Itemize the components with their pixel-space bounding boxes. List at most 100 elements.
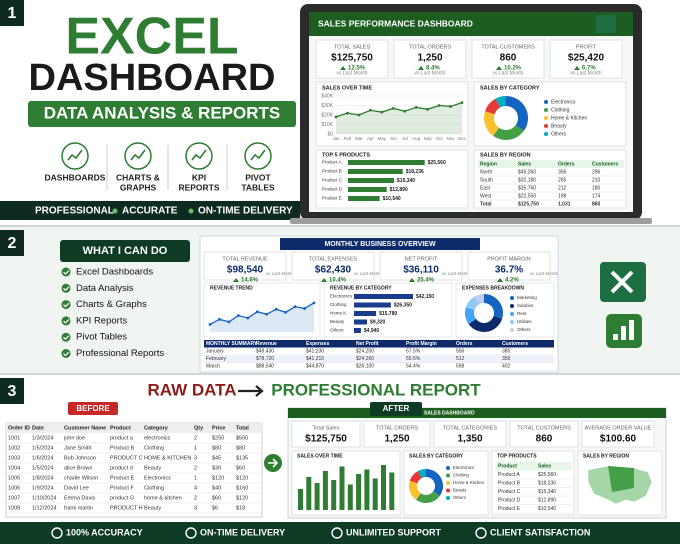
bar: [306, 477, 312, 510]
table-cell: $15,340: [538, 489, 556, 495]
up-arrow: [418, 66, 424, 70]
bar-category: Home K.: [330, 311, 348, 316]
table-header-cell: Profit Margin: [406, 341, 437, 347]
table-cell: $120: [212, 475, 224, 481]
panel-title: TOP PRODUCTS: [497, 453, 537, 459]
table-header-cell: Product: [110, 425, 131, 431]
table-cell: PRODUCT C: [110, 455, 143, 461]
kpi-value: $25,420: [568, 53, 605, 64]
bar: [354, 328, 361, 333]
table-cell: product G: [110, 495, 134, 501]
panel-title: EXPENSES BREAKDOWN: [462, 285, 524, 291]
table-cell: 265: [558, 177, 567, 183]
panel-title: SALES OVER TIME: [322, 85, 372, 91]
bar: [389, 472, 395, 510]
bar-value: $15,340: [397, 178, 415, 184]
kpi-label: TOTAL REVENUE: [222, 256, 267, 262]
table-cell: $120: [236, 495, 248, 501]
bar-value: $26,350: [394, 302, 412, 308]
badge-number: 1: [8, 5, 17, 22]
capability-item: KPI Reports: [76, 315, 127, 326]
panel-title: SALES OVER TIME: [297, 453, 343, 459]
kpi-label: TOTAL CATEGORIES: [443, 425, 498, 431]
kpi-value: 1,250: [384, 434, 409, 445]
table-cell: 1004: [8, 465, 20, 471]
title-raw: RAW DATA: [147, 380, 236, 399]
kpi-value: 860: [536, 434, 553, 445]
kpi-label: TOTAL ORDERS: [376, 425, 418, 431]
check-circle: [61, 349, 71, 358]
x-tick-label: Nov: [447, 136, 456, 141]
line: [335, 102, 463, 118]
table-cell: Product B: [498, 481, 521, 487]
legend-swatch: [510, 296, 514, 300]
legend-label: Clothing: [453, 473, 469, 478]
kpi-value: $62,430: [315, 265, 352, 276]
table-cell: 512: [456, 356, 465, 362]
footer-icon: [51, 527, 63, 539]
kpi-card: [291, 420, 361, 448]
table-cell: frank martin: [64, 505, 93, 511]
feature-icon: [244, 142, 272, 170]
up-arrow: [496, 66, 502, 70]
table-cell: North: [480, 169, 492, 175]
table-cell: HOME & KITCHEN: [144, 455, 191, 461]
kpi-note: vs Last Month: [336, 70, 367, 76]
table-header-cell: Sales: [518, 161, 531, 167]
table-cell: $22,550: [518, 193, 536, 199]
kpi-note: vs Last Month: [442, 271, 471, 276]
table-cell: 2: [194, 465, 197, 471]
table-cell: $41,230: [306, 349, 324, 355]
bar: [347, 484, 353, 510]
table-cell: electronics: [144, 435, 171, 441]
table-cell: home & kitchen: [144, 495, 182, 501]
table-header-cell: Orders: [558, 161, 575, 167]
kpi-change: 8.4%: [426, 66, 440, 72]
panel: [315, 81, 469, 147]
table-cell: 198: [558, 193, 567, 199]
legend-swatch: [544, 124, 548, 128]
table-cell: 402: [502, 364, 511, 370]
legend-swatch: [544, 100, 548, 104]
table-cell: 380: [502, 349, 511, 355]
y-tick-label: $40K: [321, 93, 333, 99]
table-cell: South: [480, 177, 493, 183]
feature-label: PIVOT: [245, 172, 271, 182]
table-cell: 4: [194, 485, 197, 491]
chart-logo-bar: [621, 326, 626, 340]
table-cell: 1007: [8, 495, 20, 501]
line: [209, 302, 315, 325]
legend-swatch: [510, 312, 514, 316]
table-cell: 1/5/2024: [32, 445, 53, 451]
table-header-cell: Customers: [592, 161, 618, 167]
legend-swatch: [510, 328, 514, 332]
kpi-card: [363, 420, 431, 448]
table-cell: $12,890: [538, 498, 556, 504]
title-report: PROFESSIONAL REPORT: [271, 380, 481, 399]
kpi-change: 6.7%: [582, 66, 596, 72]
table-cell: $41,210: [306, 356, 324, 362]
table-cell: 180: [592, 185, 601, 191]
x-tick-label: Jun: [390, 136, 398, 141]
table-cell: 1,031: [558, 201, 571, 207]
point: [437, 104, 441, 107]
bar-value: $12,890: [390, 187, 408, 193]
footer-icon: [475, 527, 487, 539]
table-cell: Product B: [110, 445, 134, 451]
table-header-cell: Revenue: [256, 341, 277, 347]
x-tick-label: Feb: [344, 136, 352, 141]
table-cell: Beauty: [144, 505, 161, 511]
y-tick-label: $30K: [321, 103, 333, 109]
divider: [0, 373, 680, 375]
bar-value: $10,540: [383, 196, 401, 202]
bar: [372, 478, 378, 510]
kpi-label: TOTAL EXPENSES: [309, 256, 358, 262]
donut-slice: [506, 96, 529, 131]
point: [426, 107, 430, 111]
feature-icon: [61, 142, 89, 170]
footer-bar: [0, 522, 680, 544]
bar-category: Others: [330, 328, 344, 333]
kpi-note: vs Last Month: [492, 70, 523, 76]
check-circle: [61, 300, 71, 310]
area: [336, 102, 462, 134]
